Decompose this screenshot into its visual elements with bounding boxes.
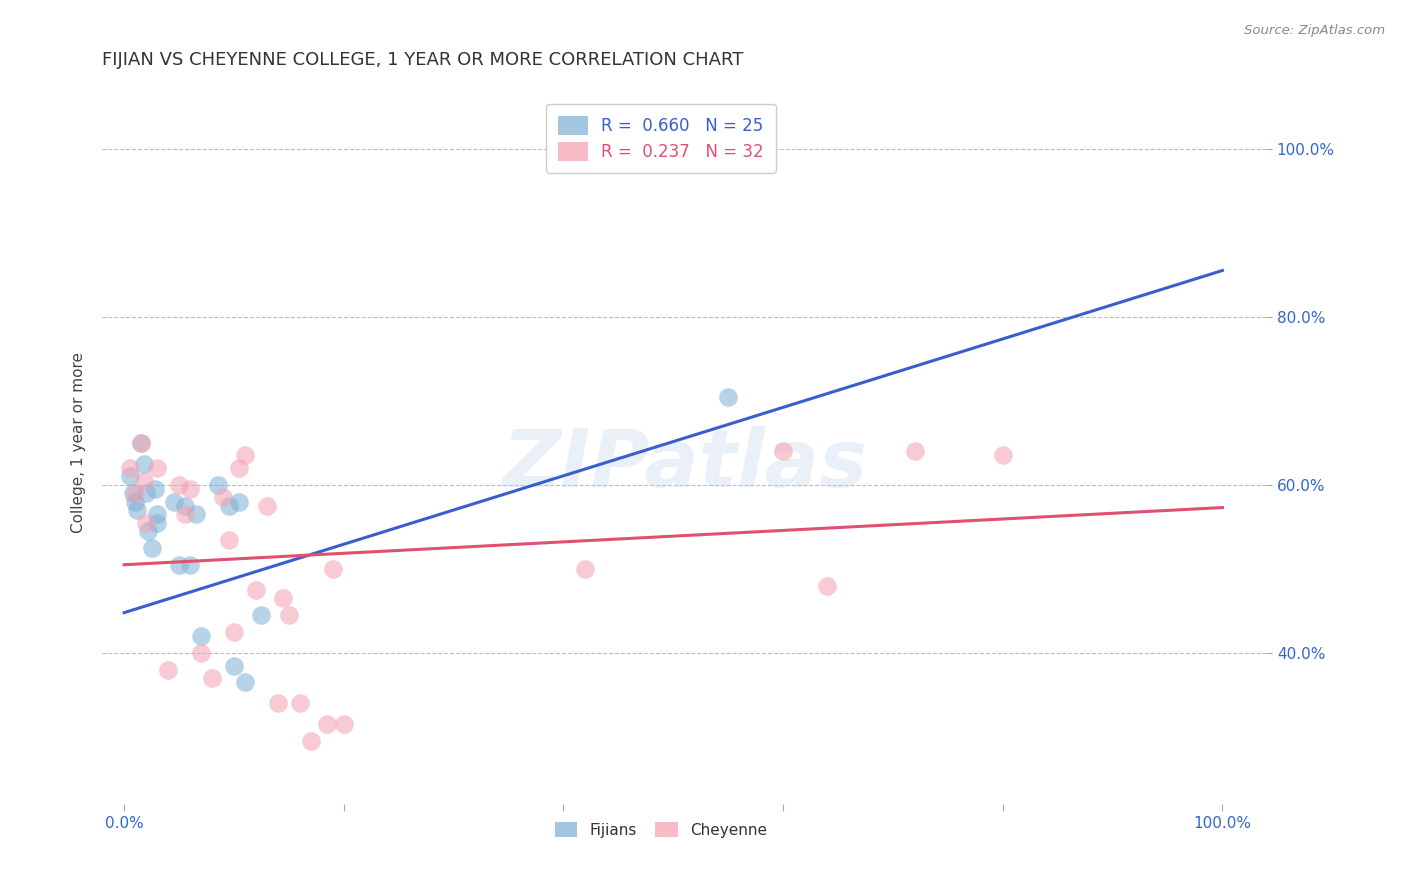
Point — [173, 508, 195, 522]
Point — [218, 533, 240, 547]
Point — [190, 629, 212, 643]
Point — [190, 646, 212, 660]
Y-axis label: College, 1 year or more: College, 1 year or more — [72, 352, 86, 533]
Point — [129, 435, 152, 450]
Point — [772, 444, 794, 458]
Point — [135, 516, 157, 530]
Point — [143, 482, 166, 496]
Point — [574, 562, 596, 576]
Point — [162, 494, 184, 508]
Point — [146, 508, 169, 522]
Point — [212, 491, 235, 505]
Point — [267, 697, 290, 711]
Point — [256, 499, 278, 513]
Point — [122, 486, 145, 500]
Legend: Fijians, Cheyenne: Fijians, Cheyenne — [548, 815, 773, 844]
Point — [201, 671, 224, 685]
Point — [228, 494, 250, 508]
Point — [218, 499, 240, 513]
Point — [991, 449, 1014, 463]
Point — [118, 461, 141, 475]
Point — [141, 541, 163, 555]
Point — [118, 469, 141, 483]
Point — [717, 390, 740, 404]
Point — [179, 482, 201, 496]
Point — [132, 474, 155, 488]
Point — [273, 591, 295, 606]
Point — [222, 624, 245, 639]
Point — [904, 444, 927, 458]
Point — [167, 478, 190, 492]
Point — [124, 486, 146, 500]
Point — [184, 508, 207, 522]
Point — [228, 461, 250, 475]
Point — [167, 558, 190, 572]
Point — [233, 675, 256, 690]
Point — [333, 717, 356, 731]
Point — [250, 608, 273, 623]
Text: ZIPatlas: ZIPatlas — [502, 425, 866, 503]
Point — [233, 449, 256, 463]
Point — [146, 461, 169, 475]
Point — [322, 562, 344, 576]
Point — [316, 717, 339, 731]
Point — [207, 478, 229, 492]
Point — [245, 582, 267, 597]
Point — [815, 579, 838, 593]
Text: Source: ZipAtlas.com: Source: ZipAtlas.com — [1244, 24, 1385, 37]
Text: FIJIAN VS CHEYENNE COLLEGE, 1 YEAR OR MORE CORRELATION CHART: FIJIAN VS CHEYENNE COLLEGE, 1 YEAR OR MO… — [103, 51, 744, 69]
Point — [222, 658, 245, 673]
Point — [132, 457, 155, 471]
Point — [146, 516, 169, 530]
Point — [129, 435, 152, 450]
Point — [138, 524, 160, 538]
Point — [173, 499, 195, 513]
Point — [124, 494, 146, 508]
Point — [127, 503, 149, 517]
Point — [288, 697, 311, 711]
Point — [299, 734, 322, 748]
Point — [135, 486, 157, 500]
Point — [157, 663, 180, 677]
Point — [179, 558, 201, 572]
Point — [277, 608, 299, 623]
